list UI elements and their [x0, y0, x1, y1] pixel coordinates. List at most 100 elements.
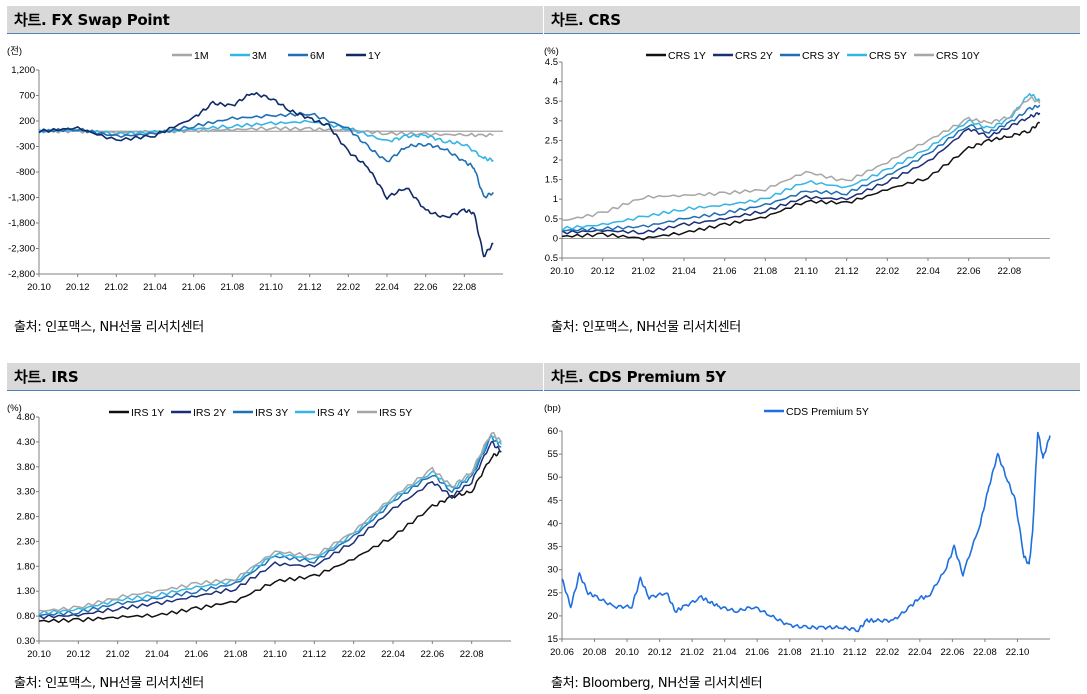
- fx-swap-panel: 차트. FX Swap Point (전) 1,200 700 200 -300 -800…: [7, 6, 543, 336]
- legend-label: CRS 10Y: [936, 50, 980, 62]
- x-tick-label: 21.06: [182, 282, 206, 293]
- legend-label: 1Y: [368, 50, 381, 62]
- x-tick-label: 21.10: [794, 266, 818, 277]
- legend-label: IRS 4Y: [317, 407, 350, 419]
- crs-source: 출처: 인포맥스, NH선물 리서치센터: [551, 320, 741, 335]
- x-tick-label: 22.06: [941, 647, 965, 658]
- legend-label: CRS 2Y: [735, 50, 773, 62]
- series-line-crs-2y: [561, 112, 1041, 235]
- fx-swap-source: 출처: 인포맥스, NH선물 리서치센터: [14, 320, 204, 335]
- x-tick-label: 20.10: [27, 649, 51, 660]
- series-line-irs-2y: [38, 440, 502, 620]
- legend-label: CRS 5Y: [869, 50, 907, 62]
- x-tick-label: 21.12: [835, 266, 859, 277]
- cds-chart: (bp) 60 55 50 45 40 35 30 25 20 15 20.06 20.08 20.10 2…: [544, 403, 1051, 658]
- y-tick-label: 2: [553, 155, 558, 166]
- cds-source: 출처: Bloomberg, NH선물 리서치센터: [551, 676, 763, 691]
- y-tick-label: 0.5: [545, 214, 558, 225]
- y-tick-label: 1.80: [17, 561, 36, 572]
- x-tick-label: 20.12: [648, 647, 672, 658]
- x-tick-label: 22.06: [420, 649, 444, 660]
- x-tick-label: 21.04: [143, 282, 167, 293]
- y-tick-label: 2.80: [17, 512, 36, 523]
- y-tick-label: 60: [547, 426, 558, 437]
- y-tick-label: 3: [553, 116, 558, 127]
- irs-title: 차트. IRS: [14, 368, 79, 386]
- y-tick-label: 15: [547, 634, 558, 645]
- y-tick-label: 30: [547, 565, 558, 576]
- cds-header: 차트. CDS Premium 5Y: [544, 363, 1080, 391]
- y-tick-label: 4: [553, 77, 558, 88]
- y-tick-label: 45: [547, 495, 558, 506]
- irs-source: 출처: 인포맥스, NH선물 리서치센터: [14, 676, 204, 691]
- y-tick-label: 4.80: [17, 412, 36, 423]
- x-tick-label: 22.02: [336, 282, 360, 293]
- y-tick-label: 50: [547, 472, 558, 483]
- y-tick-label: 3.80: [17, 462, 36, 473]
- y-tick-label: 25: [547, 588, 558, 599]
- legend-label: IRS 2Y: [193, 407, 226, 419]
- x-tick-label: 20.12: [591, 266, 615, 277]
- series-line-crs-3y: [561, 104, 1041, 232]
- y-tick-label: 1,200: [11, 65, 35, 76]
- cds-panel: 차트. CDS Premium 5Y (bp) 60 55 50 45 40 35 30 25 2…: [544, 363, 1080, 693]
- series-line-irs-5y: [38, 431, 502, 612]
- crs-header: 차트. CRS: [544, 6, 1080, 34]
- unit-label: (%): [7, 403, 22, 414]
- y-tick-label: 4.30: [17, 437, 36, 448]
- series-line-1y: [38, 91, 494, 258]
- legend-label: IRS 1Y: [131, 407, 164, 419]
- x-tick-label: 21.02: [104, 282, 128, 293]
- legend-label: CRS 1Y: [668, 50, 706, 62]
- legend-label: 3M: [252, 50, 267, 62]
- series-line-cds-premium-5y: [561, 431, 1051, 633]
- irs-panel: 차트. IRS (%) 4.80 4.30 3.80 3.30 2.80 2.30 1.80 1…: [7, 363, 543, 693]
- x-tick-label: 21.12: [302, 649, 326, 660]
- x-tick-label: 22.08: [973, 647, 997, 658]
- x-tick-label: 20.12: [66, 282, 90, 293]
- crs-chart: (%)4.5 4 3.5 3 2.5 2 1.5 1 0.5 0 -0.5 20.10 20.12 21.…: [544, 46, 1050, 277]
- y-tick-label: -300: [16, 142, 35, 153]
- x-tick-label: 21.02: [680, 647, 704, 658]
- series-line-crs-10y: [561, 96, 1041, 221]
- irs-header: 차트. IRS: [7, 363, 543, 391]
- x-tick-label: 22.08: [997, 266, 1021, 277]
- unit-label: (bp): [544, 403, 561, 414]
- y-tick-label: 3.5: [545, 96, 558, 107]
- x-tick-label: 20.10: [615, 647, 639, 658]
- y-tick-label: -1,800: [8, 218, 35, 229]
- y-tick-label: 2.5: [545, 135, 558, 146]
- unit-label: (전): [7, 46, 22, 57]
- series-line-3m: [38, 119, 494, 162]
- series-line-irs-4y: [38, 434, 502, 616]
- x-tick-label: 20.12: [66, 649, 90, 660]
- y-tick-label: 200: [19, 116, 35, 127]
- series-line-crs-1y: [561, 121, 1041, 241]
- y-tick-label: 4.5: [545, 57, 558, 68]
- x-tick-label: 20.10: [550, 266, 574, 277]
- unit-label: (%): [544, 46, 559, 57]
- y-tick-label: -2,800: [8, 269, 35, 280]
- series-line-6m: [38, 111, 494, 199]
- fx-swap-chart: (전) 1,200 700 200 -300 -800 -1,300 -1,800 -2,300…: [7, 46, 503, 293]
- cds-title: 차트. CDS Premium 5Y: [551, 368, 726, 386]
- x-tick-label: 21.06: [713, 266, 737, 277]
- x-tick-label: 22.10: [1006, 647, 1030, 658]
- irs-chart: (%)4.80 4.30 3.80 3.30 2.80 2.30 1.80 1.30 0.80 0…: [7, 403, 511, 660]
- x-tick-label: 20.08: [583, 647, 607, 658]
- y-tick-label: 0.30: [17, 636, 36, 647]
- x-tick-label: 22.04: [908, 647, 932, 658]
- x-tick-label: 22.02: [875, 266, 899, 277]
- y-tick-label: 3.30: [17, 487, 36, 498]
- x-tick-label: 21.04: [145, 649, 169, 660]
- x-tick-label: 21.12: [843, 647, 867, 658]
- x-tick-label: 22.02: [342, 649, 366, 660]
- y-tick-label: -1,300: [8, 193, 35, 204]
- y-tick-label: 1: [553, 194, 558, 205]
- x-tick-label: 22.04: [381, 649, 405, 660]
- x-tick-label: 22.04: [916, 266, 940, 277]
- x-tick-label: 22.02: [875, 647, 899, 658]
- legend-label: 6M: [310, 50, 325, 62]
- x-tick-label: 21.10: [263, 649, 287, 660]
- series-line-crs-5y: [561, 92, 1041, 231]
